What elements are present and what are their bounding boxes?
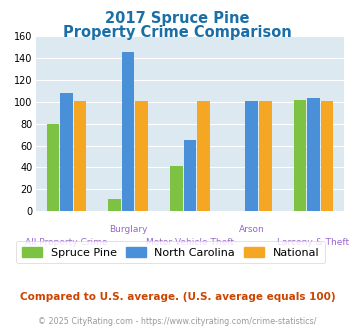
Bar <box>60 93 73 211</box>
Bar <box>197 101 210 211</box>
Bar <box>294 100 306 211</box>
Bar <box>321 101 333 211</box>
Bar <box>184 140 196 211</box>
Text: Larceny & Theft: Larceny & Theft <box>277 238 350 247</box>
Text: © 2025 CityRating.com - https://www.cityrating.com/crime-statistics/: © 2025 CityRating.com - https://www.city… <box>38 317 317 326</box>
Text: 2017 Spruce Pine: 2017 Spruce Pine <box>105 11 250 25</box>
Text: Arson: Arson <box>239 225 264 234</box>
Bar <box>47 124 59 211</box>
Text: Motor Vehicle Theft: Motor Vehicle Theft <box>146 238 234 247</box>
Text: Property Crime Comparison: Property Crime Comparison <box>63 25 292 40</box>
Bar <box>259 101 272 211</box>
Bar <box>122 51 135 211</box>
Text: All Property Crime: All Property Crime <box>25 238 108 247</box>
Legend: Spruce Pine, North Carolina, National: Spruce Pine, North Carolina, National <box>16 241 325 263</box>
Bar <box>170 166 182 211</box>
Bar <box>74 101 86 211</box>
Text: Burglary: Burglary <box>109 225 147 234</box>
Bar <box>245 101 258 211</box>
Bar <box>307 98 320 211</box>
Bar <box>136 101 148 211</box>
Text: Compared to U.S. average. (U.S. average equals 100): Compared to U.S. average. (U.S. average … <box>20 292 335 302</box>
Bar <box>108 199 121 211</box>
